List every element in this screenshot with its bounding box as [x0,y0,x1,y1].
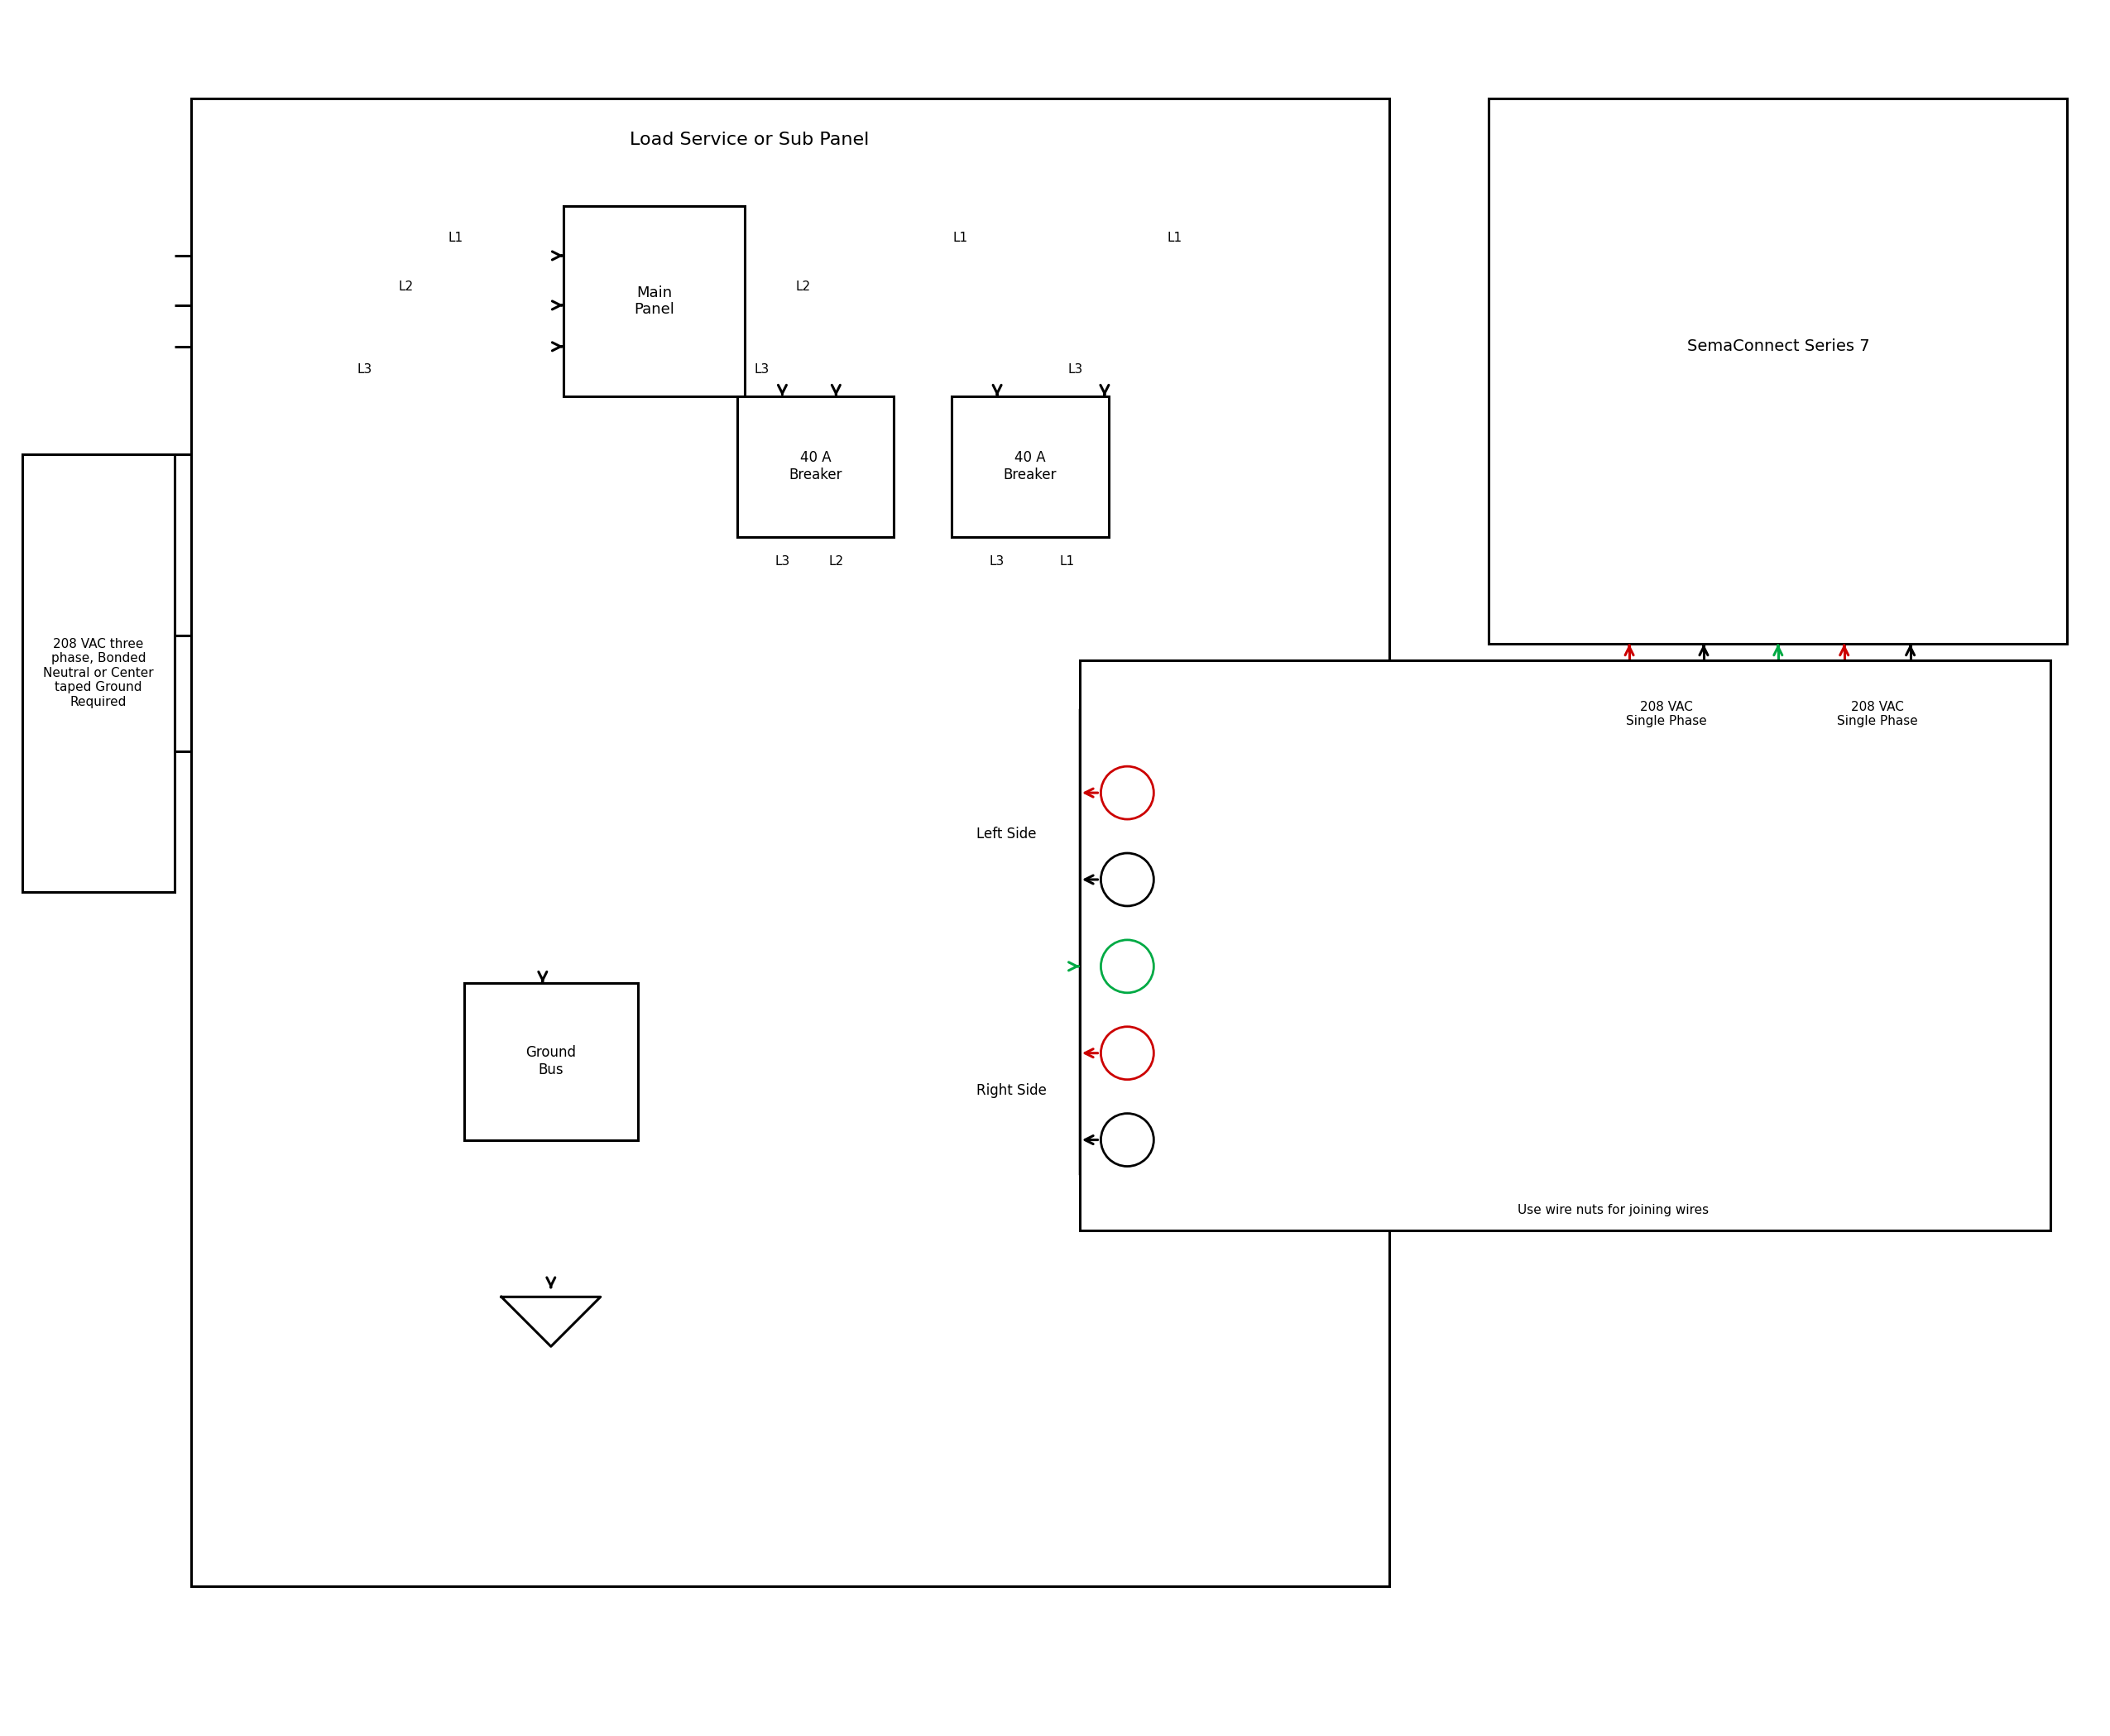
Text: Left Side: Left Side [977,826,1036,842]
Text: L1: L1 [449,231,464,243]
Bar [952,396,1108,536]
Circle shape [1101,939,1154,993]
Circle shape [1101,1026,1154,1080]
Circle shape [1101,852,1154,906]
Text: 40 A
Breaker: 40 A Breaker [789,450,842,483]
Text: L3: L3 [1068,363,1082,377]
Text: 208 VAC
Single Phase: 208 VAC Single Phase [1627,701,1707,727]
Text: Ground
Bus: Ground Bus [525,1045,576,1078]
Bar [464,983,637,1141]
Text: SemaConnect Series 7: SemaConnect Series 7 [1686,339,1869,354]
Text: L3: L3 [774,556,789,568]
Text: L2: L2 [795,281,810,293]
Text: L1: L1 [952,231,968,243]
Circle shape [1101,766,1154,819]
Bar [1490,99,2068,644]
Circle shape [1101,1113,1154,1167]
Text: Right Side: Right Side [977,1083,1047,1097]
Bar [21,455,175,892]
Text: Use wire nuts for joining wires: Use wire nuts for joining wires [1517,1203,1709,1217]
Bar [1080,661,2051,1231]
Text: L1: L1 [1167,231,1182,243]
Text: 40 A
Breaker: 40 A Breaker [1004,450,1057,483]
Text: L2: L2 [399,281,414,293]
Text: 208 VAC three
phase, Bonded
Neutral or Center
taped Ground
Required: 208 VAC three phase, Bonded Neutral or C… [42,637,154,708]
Bar [563,207,745,396]
Text: 208 VAC
Single Phase: 208 VAC Single Phase [1838,701,1918,727]
Text: Main
Panel: Main Panel [633,285,675,318]
Text: L2: L2 [829,556,844,568]
Text: L3: L3 [990,556,1004,568]
Bar [736,396,895,536]
Bar [192,99,1390,1587]
Text: L3: L3 [357,363,373,377]
Text: L1: L1 [1059,556,1074,568]
Text: L3: L3 [753,363,770,377]
Text: Load Service or Sub Panel: Load Service or Sub Panel [629,132,869,148]
Bar [1080,710,1175,1174]
